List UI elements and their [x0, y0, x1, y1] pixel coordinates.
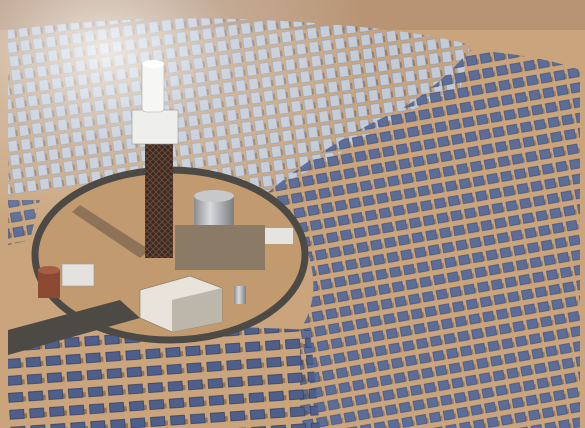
receiver [141, 61, 165, 113]
access-road [8, 300, 140, 355]
red-tank-top [38, 266, 60, 274]
control-building-side [172, 288, 222, 332]
storage-tank-top [194, 190, 234, 202]
shed [265, 228, 293, 244]
utility-building [61, 263, 95, 287]
tower-platform [131, 109, 179, 145]
tower-lattice [145, 140, 173, 258]
red-tank [38, 270, 60, 298]
piping-area [175, 225, 265, 270]
receiver-top [142, 60, 164, 68]
small-tank [234, 286, 246, 304]
tower-shadow [72, 205, 150, 258]
